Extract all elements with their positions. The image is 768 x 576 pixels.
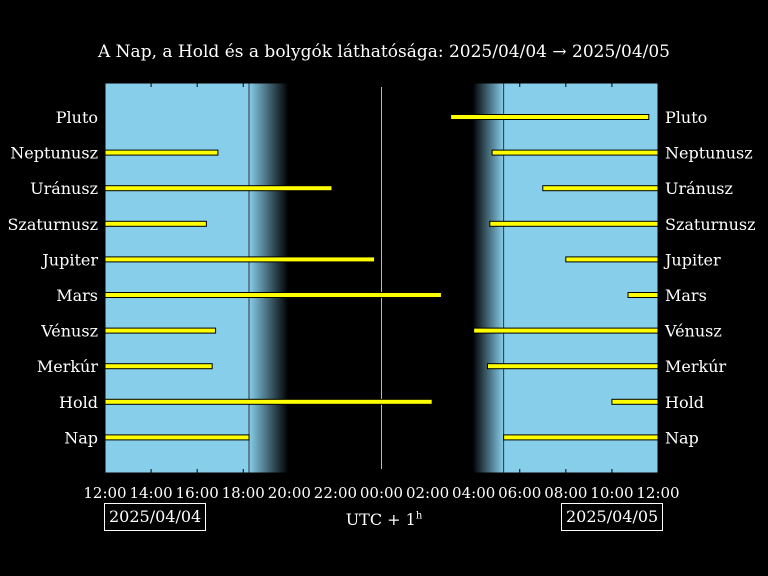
- visibility-bar-neptunusz-2: [491, 149, 659, 156]
- timezone-text: UTC + 1: [345, 510, 416, 529]
- x-tick-label: 00:00: [360, 484, 403, 502]
- x-tick-label: 14:00: [129, 484, 172, 502]
- x-tick-label: 12:00: [83, 484, 126, 502]
- row-label-right: Hold: [665, 393, 704, 412]
- row-label-right: Jupiter: [663, 250, 721, 269]
- row-label-left: Pluto: [56, 108, 98, 127]
- row-label-right: Szaturnusz: [665, 215, 756, 234]
- timezone-label: UTC + 1h: [0, 510, 768, 529]
- x-tick-label: 20:00: [268, 484, 311, 502]
- visibility-bar-pluto-1: [450, 114, 650, 120]
- row-label-left: Vénusz: [40, 322, 98, 341]
- visibility-bar-neptunusz-1: [104, 149, 219, 156]
- x-tick-label: 02:00: [406, 484, 449, 502]
- row-label-left: Hold: [59, 393, 98, 412]
- row-label-right: Nap: [665, 428, 699, 447]
- row-label-right: Merkúr: [665, 357, 727, 376]
- start-date-box: 2025/04/04: [104, 503, 207, 531]
- row-label-left: Jupiter: [40, 250, 98, 269]
- visibility-bar-jupiter-2: [565, 256, 659, 263]
- visibility-bar-szaturnusz-2: [489, 220, 659, 227]
- chart-title: A Nap, a Hold és a bolygók láthatósága: …: [98, 42, 670, 62]
- daylight-morning: [503, 83, 658, 473]
- night-region: [288, 83, 473, 473]
- daylight-evening: [105, 83, 250, 473]
- x-tick-label: 10:00: [590, 484, 633, 502]
- visibility-bar-hold-1: [104, 398, 433, 405]
- row-label-right: Pluto: [665, 108, 707, 127]
- timezone-unit: h: [415, 510, 423, 522]
- row-label-right: Vénusz: [664, 322, 722, 341]
- visibility-bar-uránusz-1: [104, 185, 333, 192]
- visibility-bar-nap-1: [104, 434, 250, 441]
- row-label-left: Mars: [56, 286, 98, 305]
- row-label-right: Neptunusz: [665, 144, 753, 163]
- end-date-box: 2025/04/05: [561, 503, 664, 531]
- twilight-dusk: [249, 83, 289, 473]
- visibility-bar-jupiter-1: [104, 256, 376, 263]
- row-label-left: Neptunusz: [10, 144, 98, 163]
- visibility-bar-mars-2: [627, 292, 659, 298]
- row-label-right: Uránusz: [665, 179, 733, 198]
- visibility-bar-merkúr-2: [486, 363, 659, 370]
- visibility-bar-mars-1: [104, 292, 442, 298]
- row-label-right: Mars: [665, 286, 707, 305]
- visibility-bar-vénusz-2: [473, 327, 659, 334]
- row-label-left: Nap: [64, 428, 98, 447]
- x-tick-label: 06:00: [498, 484, 541, 502]
- x-tick-label: 16:00: [176, 484, 219, 502]
- x-tick-label: 18:00: [222, 484, 265, 502]
- row-label-left: Uránusz: [30, 179, 98, 198]
- visibility-bar-vénusz-1: [104, 327, 217, 334]
- x-tick-label: 08:00: [544, 484, 587, 502]
- x-tick-label: 04:00: [452, 484, 495, 502]
- x-tick-label: 22:00: [314, 484, 357, 502]
- visibility-bar-nap-2: [503, 434, 659, 441]
- twilight-dawn: [472, 83, 504, 473]
- visibility-bar-szaturnusz-1: [104, 220, 207, 227]
- visibility-bar-merkúr-1: [104, 363, 213, 370]
- visibility-bar-hold-2: [611, 398, 659, 405]
- row-label-left: Merkúr: [37, 357, 99, 376]
- x-tick-label: 12:00: [636, 484, 679, 502]
- visibility-bar-uránusz-2: [542, 185, 659, 192]
- row-label-left: Szaturnusz: [7, 215, 98, 234]
